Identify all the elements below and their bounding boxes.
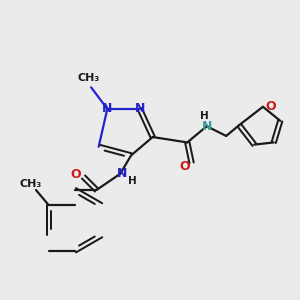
Text: N: N <box>134 102 145 116</box>
Text: N: N <box>102 102 112 116</box>
Text: CH₃: CH₃ <box>20 178 42 188</box>
Text: O: O <box>180 160 190 173</box>
Text: N: N <box>117 167 128 180</box>
Text: H: H <box>200 112 209 122</box>
Text: O: O <box>71 168 81 182</box>
Text: H: H <box>128 176 136 186</box>
Text: N: N <box>202 120 212 133</box>
Text: CH₃: CH₃ <box>78 73 100 82</box>
Text: O: O <box>265 100 276 113</box>
